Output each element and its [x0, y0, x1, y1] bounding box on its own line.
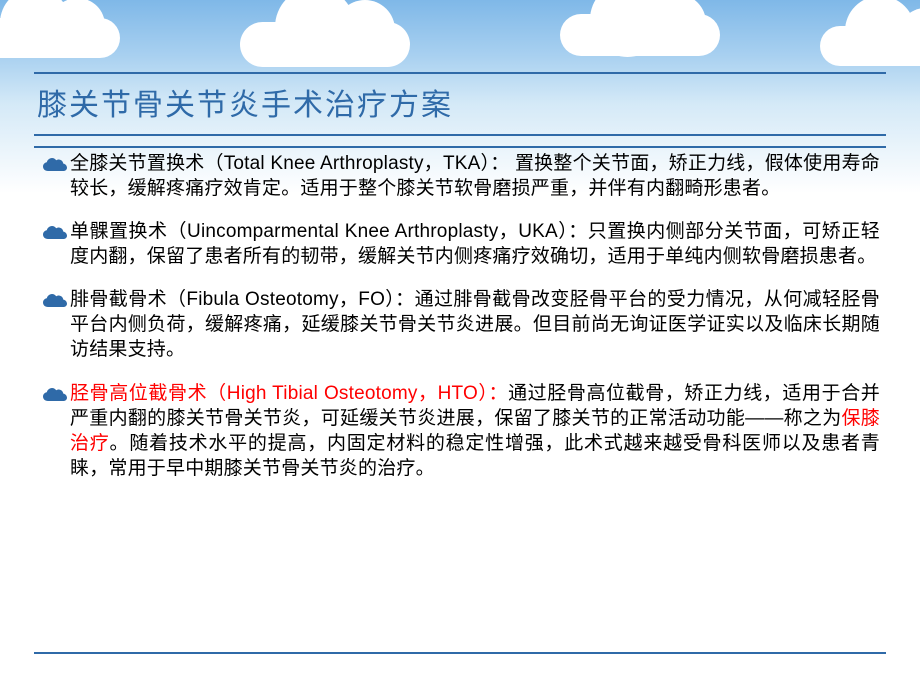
slide: 膝关节骨关节炎手术治疗方案 全膝关节置换术（Total Knee Arthrop… [0, 0, 920, 690]
content-area: 膝关节骨关节炎手术治疗方案 全膝关节置换术（Total Knee Arthrop… [34, 72, 886, 654]
slide-title: 膝关节骨关节炎手术治疗方案 [37, 80, 883, 124]
text-run: 全膝关节置换术（Total Knee Arthroplasty，TKA）： 置换… [70, 153, 880, 199]
cloud-bullet-icon [40, 154, 70, 176]
text-run: 。随着技术水平的提高，内固定材料的稳定性增强，此术式越来越受骨科医师以及患者青睐… [70, 433, 880, 479]
bullet-item: 全膝关节置换术（Total Knee Arthroplasty，TKA）： 置换… [40, 151, 880, 201]
cloud-decoration [560, 14, 720, 56]
cloud-bullet-icon [40, 384, 70, 406]
cloud-bullet-icon [40, 222, 70, 244]
title-box: 膝关节骨关节炎手术治疗方案 [34, 72, 886, 136]
text-run: 单髁置换术（Uincomparmental Knee Arthroplasty，… [70, 221, 880, 267]
bullet-text: 腓骨截骨术（Fibula Osteotomy，FO）：通过腓骨截骨改变胫骨平台的… [70, 287, 880, 362]
bullet-text: 单髁置换术（Uincomparmental Knee Arthroplasty，… [70, 219, 880, 269]
cloud-decoration [820, 26, 920, 66]
text-run: 胫骨高位截骨术（High Tibial Osteotomy，HTO）： [70, 383, 508, 404]
cloud-bullet-icon [40, 290, 70, 312]
bullet-item: 单髁置换术（Uincomparmental Knee Arthroplasty，… [40, 219, 880, 269]
bullet-item: 胫骨高位截骨术（High Tibial Osteotomy，HTO）：通过胫骨高… [40, 381, 880, 481]
text-run: 腓骨截骨术（Fibula Osteotomy，FO）：通过腓骨截骨改变胫骨平台的… [70, 289, 880, 360]
cloud-decoration [0, 18, 120, 58]
bullet-text: 全膝关节置换术（Total Knee Arthroplasty，TKA）： 置换… [70, 151, 880, 201]
bullet-text: 胫骨高位截骨术（High Tibial Osteotomy，HTO）：通过胫骨高… [70, 381, 880, 481]
bullet-item: 腓骨截骨术（Fibula Osteotomy，FO）：通过腓骨截骨改变胫骨平台的… [40, 287, 880, 362]
body-box: 全膝关节置换术（Total Knee Arthroplasty，TKA）： 置换… [34, 146, 886, 654]
cloud-decoration [240, 22, 410, 67]
